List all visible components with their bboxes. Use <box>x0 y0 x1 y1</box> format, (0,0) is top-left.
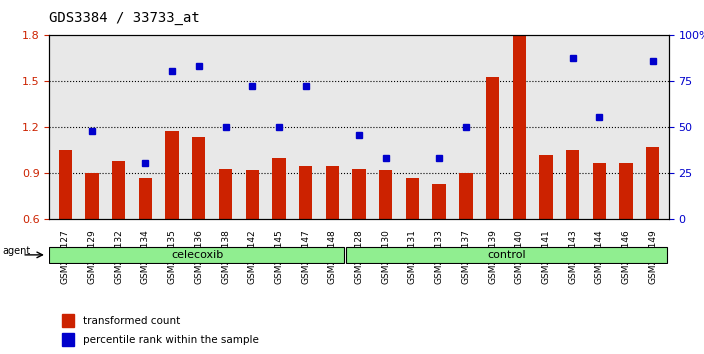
Bar <box>379 170 392 312</box>
Bar <box>192 137 206 312</box>
Bar <box>513 35 526 312</box>
Bar <box>165 131 179 312</box>
Bar <box>58 150 72 312</box>
Bar <box>432 184 446 312</box>
Bar <box>139 178 152 312</box>
FancyBboxPatch shape <box>49 247 344 263</box>
Bar <box>459 173 472 312</box>
Bar <box>646 147 660 312</box>
Bar <box>62 333 74 346</box>
Bar <box>486 77 499 312</box>
Bar <box>566 150 579 312</box>
Text: control: control <box>488 250 527 260</box>
Bar <box>406 178 419 312</box>
Bar <box>112 161 125 312</box>
Bar <box>85 173 99 312</box>
Bar <box>299 166 313 312</box>
Bar <box>219 169 232 312</box>
Bar <box>353 169 365 312</box>
Text: GDS3384 / 33733_at: GDS3384 / 33733_at <box>49 11 200 25</box>
Text: percentile rank within the sample: percentile rank within the sample <box>83 335 259 345</box>
Bar <box>62 314 74 327</box>
Bar <box>539 155 553 312</box>
Text: transformed count: transformed count <box>83 316 181 326</box>
Text: celecoxib: celecoxib <box>171 250 224 260</box>
Bar <box>593 163 606 312</box>
Bar <box>246 170 259 312</box>
Text: agent: agent <box>3 246 31 256</box>
Bar <box>620 163 633 312</box>
FancyBboxPatch shape <box>346 247 667 263</box>
Bar <box>272 158 286 312</box>
Bar <box>326 166 339 312</box>
